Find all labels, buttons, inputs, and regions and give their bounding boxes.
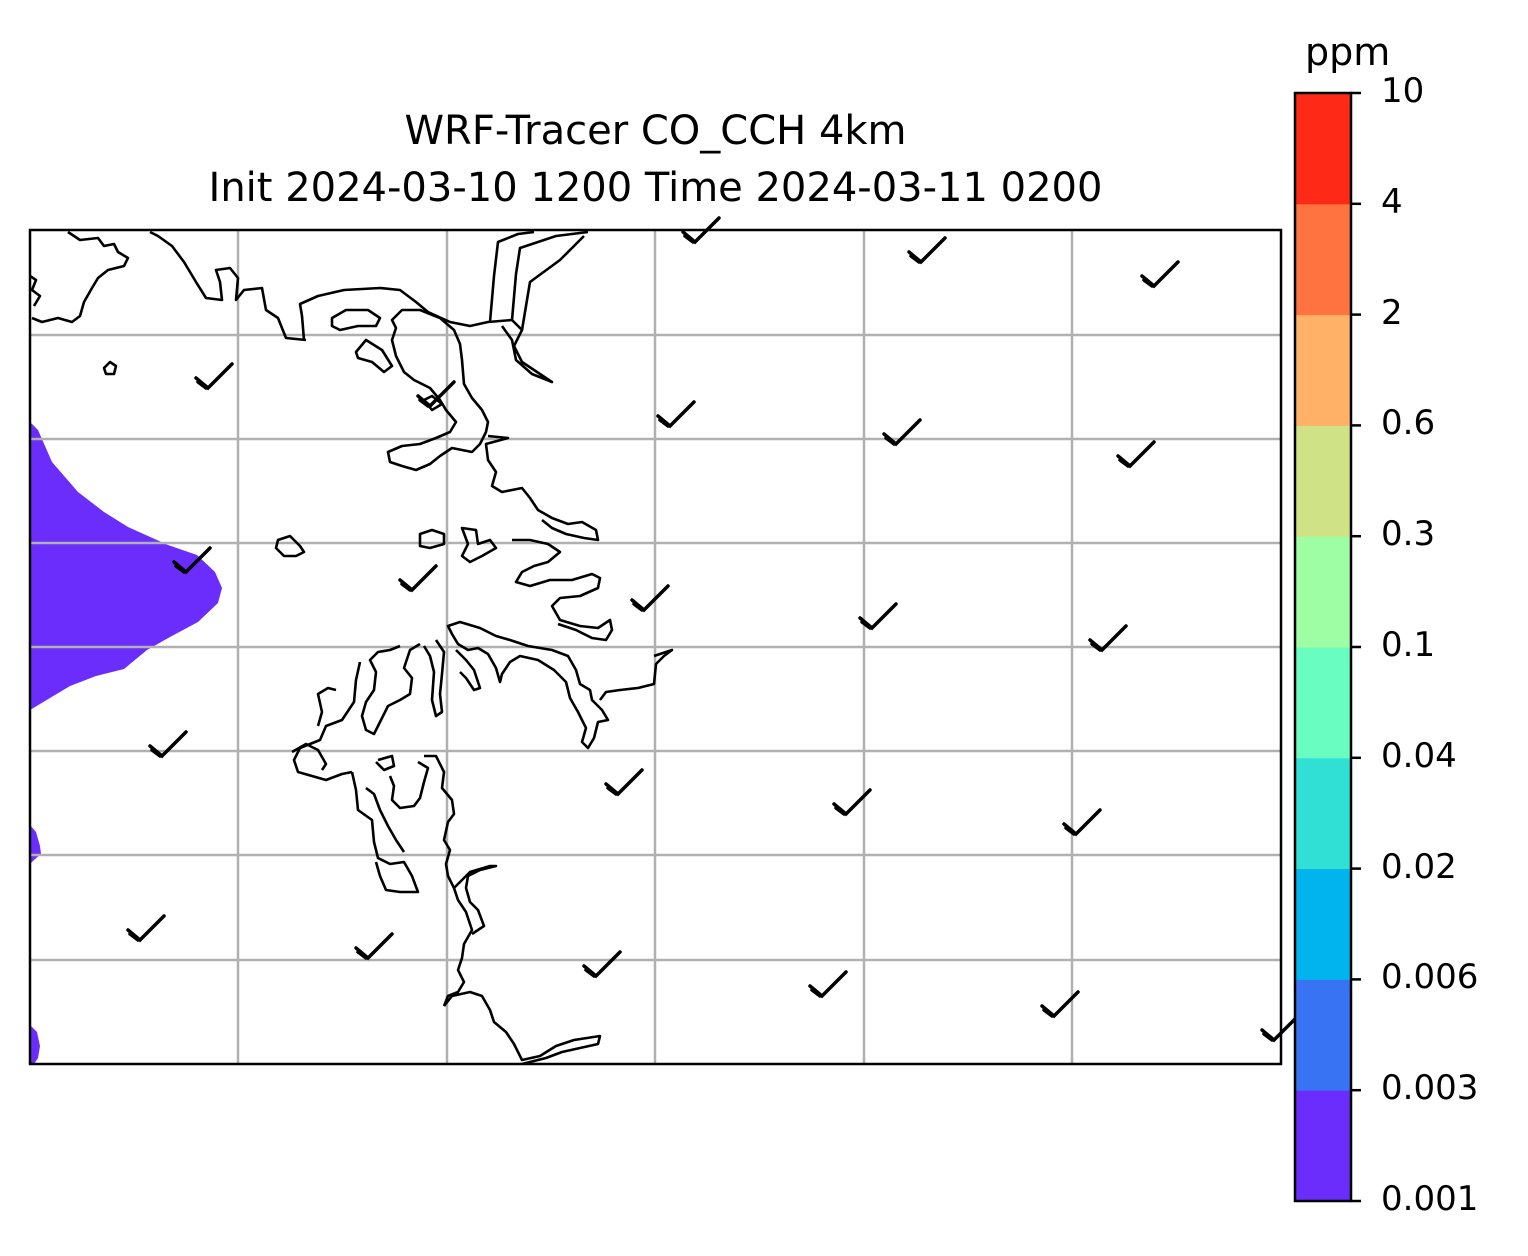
colorbar-tick-label: 4 bbox=[1381, 181, 1403, 222]
wind-barb bbox=[1116, 440, 1156, 469]
colorbar-tick-label: 0.003 bbox=[1381, 1068, 1479, 1109]
wind-barb bbox=[194, 362, 234, 391]
co-tracer-patch bbox=[30, 825, 41, 864]
wind-barb bbox=[1040, 990, 1080, 1019]
wind-barb bbox=[126, 914, 166, 943]
wind-barb bbox=[808, 970, 848, 999]
colorbar-tick-label: 0.3 bbox=[1381, 514, 1436, 555]
co-tracer-plume bbox=[30, 422, 222, 710]
colorbar-segment bbox=[1295, 203, 1351, 316]
colorbar-tick-label: 0.1 bbox=[1381, 625, 1436, 665]
wind-barb bbox=[832, 788, 872, 817]
map-gridlines bbox=[30, 230, 1281, 1064]
map-title-line1: WRF-Tracer CO_CCH 4km bbox=[404, 108, 907, 154]
wind-barb bbox=[148, 730, 188, 759]
wind-barb bbox=[582, 950, 622, 979]
colorbar-unit-label: ppm bbox=[1305, 30, 1391, 74]
wind-barb bbox=[1088, 624, 1128, 653]
wind-barb bbox=[681, 216, 721, 245]
wind-barb bbox=[354, 932, 394, 961]
colorbar-tick-label: 0.02 bbox=[1381, 846, 1457, 887]
colorbar-segment bbox=[1295, 93, 1351, 205]
wind-barb bbox=[604, 768, 644, 797]
colorbar-tick-label: 0.04 bbox=[1381, 735, 1457, 776]
wind-barb bbox=[1140, 260, 1180, 289]
wind-barb bbox=[416, 380, 456, 409]
colorbar-segment bbox=[1295, 425, 1351, 537]
co-tracer-patch bbox=[30, 1025, 40, 1064]
colorbar-tick-label: 0.6 bbox=[1381, 403, 1436, 444]
colorbar-frame bbox=[1293, 91, 1353, 1203]
colorbar-segment bbox=[1295, 536, 1351, 648]
wind-barb bbox=[858, 602, 898, 631]
colorbar-tick-label: 2 bbox=[1381, 292, 1403, 333]
wind-barb bbox=[398, 564, 438, 593]
colorbar-tick-label: 0.001 bbox=[1381, 1179, 1479, 1219]
wind-barb bbox=[1260, 1014, 1300, 1043]
wind-barb bbox=[882, 418, 922, 447]
map-frame bbox=[28, 228, 1283, 1066]
wind-barb bbox=[172, 546, 212, 575]
colorbar-segment bbox=[1295, 1090, 1351, 1202]
colorbar-segment bbox=[1295, 868, 1351, 980]
wind-barb bbox=[656, 400, 696, 429]
colorbar-segment bbox=[1295, 979, 1351, 1091]
colorbar-segment bbox=[1295, 757, 1351, 870]
wind-barb bbox=[1062, 808, 1102, 837]
colorbar-tick-label: 10 bbox=[1381, 71, 1425, 111]
wind-barb bbox=[907, 236, 947, 265]
colorbar-segment bbox=[1295, 647, 1351, 759]
colorbar bbox=[1295, 91, 1361, 1203]
wind-barbs bbox=[126, 216, 1300, 1043]
wind-barb bbox=[630, 584, 670, 613]
map-title-line2: Init 2024-03-10 1200 Time 2024-03-11 020… bbox=[208, 165, 1103, 211]
coastline bbox=[30, 230, 674, 1064]
colorbar-tick-label: 0.006 bbox=[1381, 957, 1479, 998]
colorbar-segment bbox=[1295, 314, 1351, 426]
